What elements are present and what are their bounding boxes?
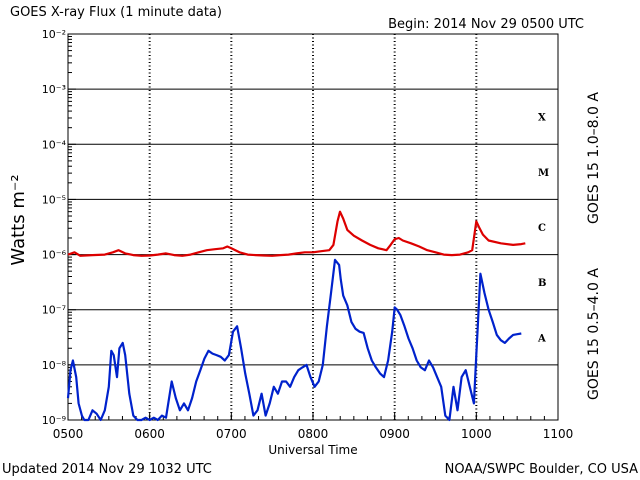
series-line-short xyxy=(66,258,522,422)
y-tick-label: 10⁻⁶ xyxy=(42,249,67,262)
flare-class-a: A xyxy=(537,333,546,344)
y-tick-label: 10⁻⁵ xyxy=(42,193,66,206)
x-axis-label: Universal Time xyxy=(268,443,357,457)
y-tick-label: 10⁻⁸ xyxy=(42,359,67,372)
flare-class-labels: A B C M X xyxy=(537,113,549,345)
x-tick-label: 0900 xyxy=(379,427,410,441)
grid xyxy=(68,34,558,420)
flare-class-c: C xyxy=(538,223,546,234)
series-lines xyxy=(66,210,526,422)
x-axis-ticks: 0500 0600 0700 0800 0900 1000 1100 xyxy=(53,412,574,441)
y-tick-label: 10⁻⁹ xyxy=(42,414,66,427)
source-label: NOAA/SWPC Boulder, CO USA xyxy=(445,462,638,477)
legend-series-long: GOES 15 1.0–8.0 A xyxy=(586,92,602,224)
x-tick-label: 0800 xyxy=(298,427,329,441)
x-tick-label: 0600 xyxy=(134,427,165,441)
y-tick-label: 10⁻⁴ xyxy=(42,138,67,151)
x-tick-label: 1100 xyxy=(543,427,574,441)
flare-class-x: X xyxy=(538,113,546,124)
begin-label: Begin: 2014 Nov 29 0500 UTC xyxy=(388,17,584,32)
flare-class-b: B xyxy=(538,278,546,289)
chart-title: GOES X-ray Flux (1 minute data) xyxy=(10,5,222,20)
series-line-long xyxy=(67,210,526,257)
legend-series-short: GOES 15 0.5–4.0 A xyxy=(586,268,602,400)
x-tick-label: 0500 xyxy=(53,427,84,441)
y-tick-label: 10⁻⁷ xyxy=(42,304,66,317)
updated-label: Updated 2014 Nov 29 1032 UTC xyxy=(2,462,212,477)
x-tick-label: 0700 xyxy=(216,427,247,441)
y-tick-label: 10⁻² xyxy=(42,28,66,41)
y-tick-label: 10⁻³ xyxy=(42,83,66,96)
x-tick-label: 1000 xyxy=(461,427,492,441)
y-axis-label: Watts m⁻² xyxy=(8,174,29,265)
flare-class-m: M xyxy=(538,168,549,179)
y-axis-ticks: 10⁻⁹ 10⁻⁸ 10⁻⁷ 10⁻⁶ 10⁻⁵ 10⁻⁴ 10⁻³ 10⁻² xyxy=(42,28,76,427)
